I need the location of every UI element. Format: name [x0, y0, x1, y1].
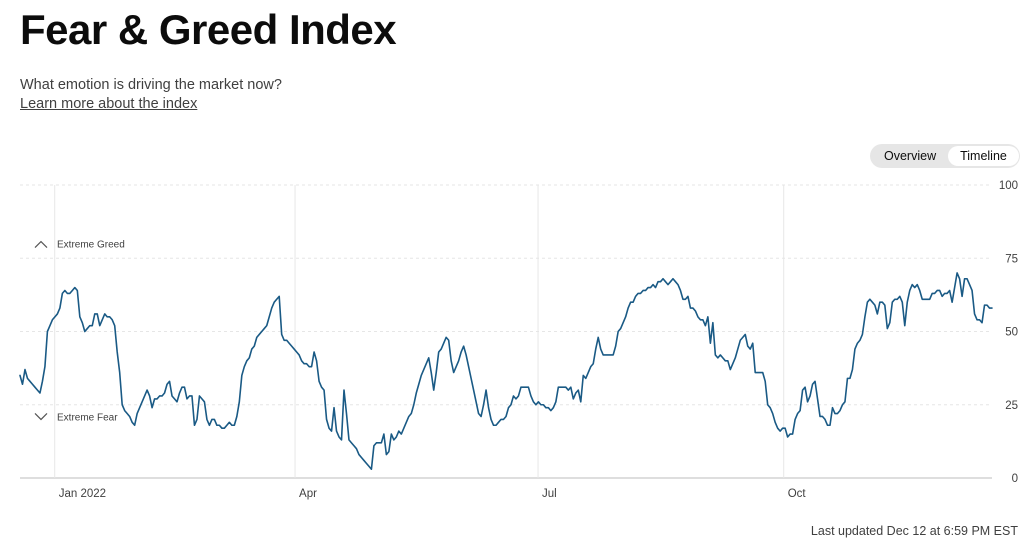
extreme-fear-label-group: Extreme Fear [34, 412, 118, 423]
series-line-fear-greed [19, 272, 993, 471]
view-toggle: Overview Timeline [870, 144, 1020, 168]
zone-labels: Extreme Greed Extreme Fear [34, 240, 125, 423]
page-subtitle: What emotion is driving the market now? [20, 77, 282, 93]
overview-tab[interactable]: Overview [884, 149, 937, 163]
extreme-greed-label: Extreme Greed [57, 240, 125, 251]
last-updated-text: Last updated Dec 12 at 6:59 PM EST [810, 524, 1018, 538]
extreme-fear-label: Extreme Fear [57, 412, 118, 423]
chevron-up-icon [34, 240, 48, 249]
fear-greed-timeline-chart: Extreme Greed Extreme Fear Jan 2022 Apr Jul… [19, 180, 1018, 500]
timeline-tab[interactable]: Timeline [948, 146, 1019, 166]
series-group [19, 272, 993, 471]
y-tick-label: 100 [999, 180, 1018, 192]
chevron-down-icon [34, 413, 48, 421]
page-title: Fear & Greed Index [20, 6, 397, 53]
learn-more-link[interactable]: Learn more about the index [20, 96, 198, 112]
x-axis: Jan 2022 Apr Jul Oct [59, 488, 807, 500]
y-axis: 0 25 50 75 100 [999, 180, 1018, 485]
y-tick-label: 75 [1005, 253, 1018, 265]
x-tick-label: Apr [299, 488, 317, 500]
x-tick-label: Jul [542, 488, 557, 500]
grid-lines [20, 184, 992, 479]
y-tick-label: 25 [1005, 400, 1018, 412]
x-tick-label: Jan 2022 [59, 488, 106, 500]
extreme-greed-label-group: Extreme Greed [34, 240, 125, 251]
y-tick-label: 50 [1005, 327, 1018, 339]
y-tick-label: 0 [1012, 473, 1018, 485]
x-tick-label: Oct [788, 488, 807, 500]
